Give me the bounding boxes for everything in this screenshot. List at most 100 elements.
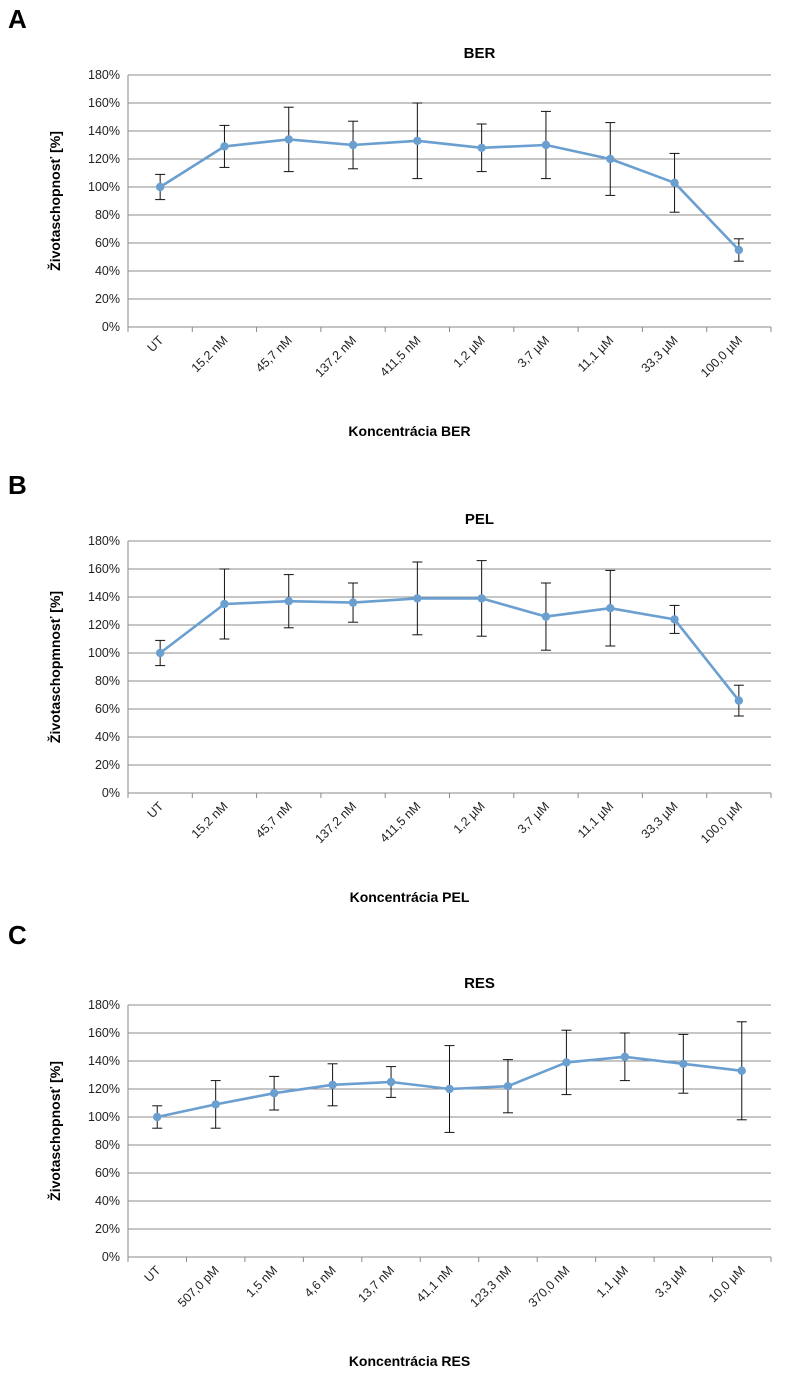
data-point bbox=[284, 597, 293, 606]
y-tick-label: 40% bbox=[95, 1194, 120, 1208]
panel-c: C RES 0% 20% 40% 60% 80% 100% 120% 140% 160% 180% U… bbox=[0, 916, 789, 1376]
data-point bbox=[220, 142, 229, 151]
data-point bbox=[211, 1100, 220, 1109]
data-point bbox=[477, 594, 486, 603]
category-label: 411,5 nM bbox=[377, 799, 423, 845]
category-label: 100,0 µM bbox=[698, 333, 745, 380]
series-line bbox=[159, 138, 740, 251]
category-label: 411,5 nM bbox=[377, 333, 423, 379]
y-tick-label: 0% bbox=[102, 320, 120, 334]
panel-letter: A bbox=[8, 4, 27, 34]
y-tick-label: 80% bbox=[95, 674, 120, 688]
chart-ber: BER 0% 20% 40% 60% 80% 100% 120% 140% 160% 180% UT 1… bbox=[46, 45, 772, 439]
chart-pel: PEL 0% 20% 40% 60% 80% 100% 120% 140% 160% 180% UT 1… bbox=[46, 511, 772, 905]
x-axis-label: Koncentrácia RES bbox=[349, 1353, 470, 1369]
data-point bbox=[155, 648, 165, 658]
data-point bbox=[734, 696, 744, 705]
data-point bbox=[503, 1082, 513, 1091]
panel-a: A BER 0% 20% 40% 60% 80% 100% 120% 140% 160% 180% U… bbox=[0, 0, 789, 460]
y-tick-label: 0% bbox=[102, 786, 120, 800]
category-label: 1,2 µM bbox=[451, 333, 488, 370]
y-tick-label: 140% bbox=[88, 590, 120, 604]
category-label: 3,7 µM bbox=[515, 333, 552, 370]
y-tick-label: 20% bbox=[95, 758, 120, 772]
data-point bbox=[477, 143, 486, 152]
y-tick-label: 160% bbox=[88, 562, 120, 576]
category-label: UT bbox=[145, 333, 167, 355]
panel-b: B PEL 0% 20% 40% 60% 80% 100% 120% 140% 160% 180% U… bbox=[0, 466, 789, 926]
category-label: 11,1 µM bbox=[575, 799, 616, 840]
data-point bbox=[679, 1059, 688, 1068]
category-label: 1,1 µM bbox=[594, 1263, 631, 1300]
data-point bbox=[670, 615, 679, 624]
panel-letter: B bbox=[8, 470, 27, 500]
category-label: 137,2 nM bbox=[312, 333, 359, 380]
data-point bbox=[348, 598, 358, 607]
category-label: 3,3 µM bbox=[652, 1263, 689, 1300]
data-point bbox=[386, 1077, 396, 1087]
x-axis-label: Koncentrácia PEL bbox=[350, 889, 470, 905]
data-point bbox=[670, 178, 679, 187]
category-label: 370,0 nM bbox=[526, 1263, 573, 1310]
y-tick-label: 120% bbox=[88, 1082, 120, 1096]
data-point bbox=[348, 140, 358, 150]
category-label: 10,0 µM bbox=[706, 1263, 748, 1305]
y-tick-label: 20% bbox=[95, 292, 120, 306]
category-label: 123,3 nM bbox=[467, 1263, 514, 1310]
category-label: 41,1 nM bbox=[414, 1263, 456, 1305]
category-label: 1,2 µM bbox=[451, 799, 488, 836]
data-point bbox=[541, 140, 551, 150]
data-point bbox=[328, 1080, 337, 1089]
y-tick-label: 160% bbox=[88, 1026, 120, 1040]
category-label: 33,3 µM bbox=[639, 799, 681, 841]
y-tick-label: 60% bbox=[95, 236, 120, 250]
category-label: 13,7 nM bbox=[355, 1263, 397, 1305]
y-tick-label: 180% bbox=[88, 998, 120, 1012]
chart-res: RES 0% 20% 40% 60% 80% 100% 120% 140% 160% 180% UT 5… bbox=[46, 975, 772, 1369]
y-tick-label: 60% bbox=[95, 702, 120, 716]
category-label: 45,7 nM bbox=[253, 799, 295, 841]
category-label: UT bbox=[145, 799, 167, 821]
category-label: 33,3 µM bbox=[639, 333, 681, 375]
data-point bbox=[541, 612, 551, 621]
series-line bbox=[159, 597, 740, 702]
data-point bbox=[284, 135, 293, 144]
data-point bbox=[413, 136, 422, 145]
y-tick-label: 180% bbox=[88, 534, 120, 548]
y-tick-label: 40% bbox=[95, 730, 120, 744]
y-axis-label: Životaschopnosť [%] bbox=[46, 1061, 63, 1201]
y-tick-label: 80% bbox=[95, 208, 120, 222]
category-label: 45,7 nM bbox=[253, 333, 295, 375]
y-tick-label: 100% bbox=[88, 180, 120, 194]
data-point bbox=[445, 1084, 454, 1094]
category-label: 11,1 µM bbox=[575, 333, 616, 374]
chart-title: BER bbox=[464, 45, 496, 62]
data-point bbox=[153, 1112, 162, 1122]
chart-title: RES bbox=[464, 975, 495, 992]
y-tick-label: 120% bbox=[88, 618, 120, 632]
y-tick-label: 80% bbox=[95, 1138, 120, 1152]
y-tick-label: 40% bbox=[95, 264, 120, 278]
data-point bbox=[606, 154, 615, 164]
y-tick-label: 20% bbox=[95, 1222, 120, 1236]
data-point bbox=[606, 604, 615, 613]
y-tick-label: 140% bbox=[88, 124, 120, 138]
data-point bbox=[220, 599, 229, 609]
y-tick-label: 100% bbox=[88, 646, 120, 660]
y-tick-label: 60% bbox=[95, 1166, 120, 1180]
category-label: 1,5 nM bbox=[243, 1263, 280, 1300]
y-tick-label: 120% bbox=[88, 152, 120, 166]
y-tick-label: 100% bbox=[88, 1110, 120, 1124]
data-point bbox=[155, 182, 165, 192]
category-label: 15,2 nM bbox=[189, 333, 231, 375]
category-label: UT bbox=[142, 1263, 164, 1285]
data-point bbox=[413, 594, 422, 603]
y-tick-label: 0% bbox=[102, 1250, 120, 1264]
category-label: 3,7 µM bbox=[515, 799, 552, 836]
y-axis-label: Životaschopnosť [%] bbox=[46, 131, 63, 271]
category-label: 100,0 µM bbox=[698, 799, 745, 846]
x-axis-label: Koncentrácia BER bbox=[348, 423, 470, 439]
data-point bbox=[620, 1052, 630, 1061]
y-axis-label: Životaschopmnosť [%] bbox=[46, 591, 63, 743]
y-tick-label: 140% bbox=[88, 1054, 120, 1068]
